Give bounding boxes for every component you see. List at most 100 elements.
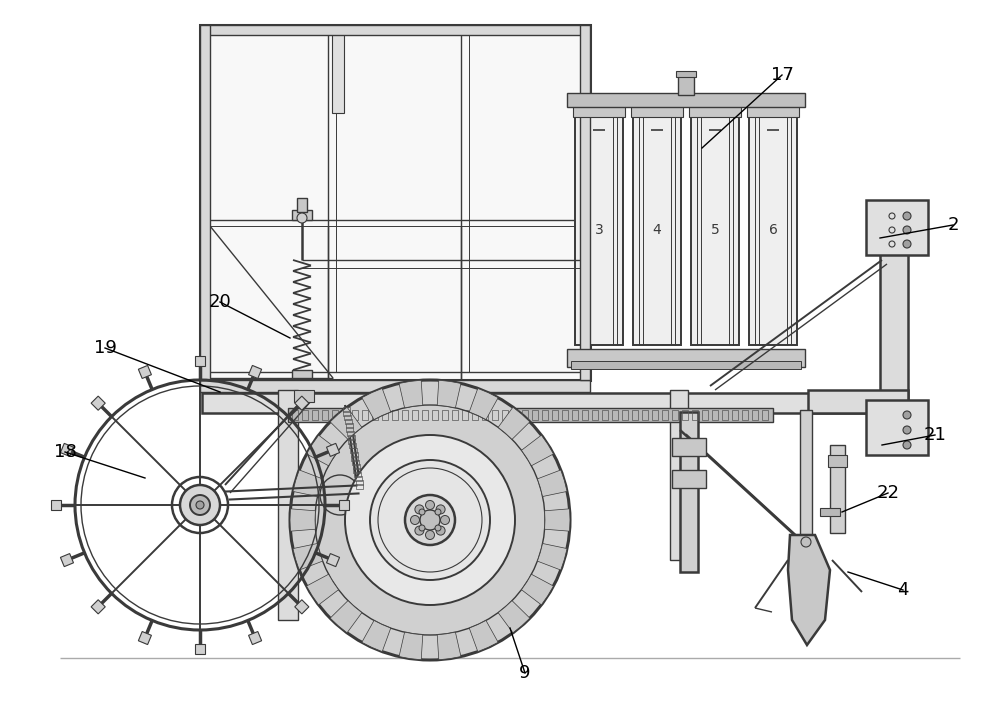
Bar [354,472,361,477]
Circle shape [290,380,570,660]
Polygon shape [399,380,423,408]
Circle shape [405,495,455,545]
Bar [352,410,358,420]
Polygon shape [537,470,567,496]
Text: 20: 20 [209,293,231,311]
Bar [828,455,847,467]
Text: 17: 17 [771,66,793,84]
Text: 21: 21 [924,426,946,444]
Bar [292,370,312,378]
Bar [808,390,908,413]
Bar [820,508,840,516]
Bar [575,115,623,345]
Bar [292,210,312,220]
Bar [749,115,797,345]
Bar [532,410,538,420]
Circle shape [411,515,420,524]
Bar [350,448,357,453]
Bar [322,410,328,420]
Bar [362,410,368,420]
Bar [297,198,307,212]
Bar [342,410,348,420]
Bar [200,25,590,35]
Bar [344,415,351,420]
Bar [352,460,359,465]
Bar [278,390,298,620]
Polygon shape [521,574,553,605]
Polygon shape [498,601,530,633]
Circle shape [297,213,307,223]
Polygon shape [330,601,362,633]
Bar [200,25,590,380]
Bar [672,470,706,488]
Bar [692,410,698,420]
Text: 4: 4 [653,223,661,237]
Bar [702,410,708,420]
Bar [348,436,355,441]
Bar [642,410,648,420]
Polygon shape [498,407,530,439]
Circle shape [420,510,440,530]
Circle shape [196,501,204,509]
Bar [200,380,590,392]
Bar [412,410,418,420]
Polygon shape [339,500,349,510]
Bar [866,200,928,255]
Text: 4: 4 [897,581,909,599]
Bar [512,410,518,420]
Bar [332,33,344,113]
Bar [676,71,696,77]
Polygon shape [295,396,309,410]
Bar [712,410,718,420]
Bar [632,410,638,420]
Bar [573,105,625,117]
Bar [678,73,694,95]
Bar [355,476,362,481]
Text: 19: 19 [94,339,116,357]
Bar [292,410,298,420]
Polygon shape [60,444,73,456]
Polygon shape [195,356,205,366]
Bar [502,410,508,420]
Polygon shape [521,435,553,466]
Polygon shape [138,365,151,379]
Bar [382,410,388,420]
Bar [462,410,468,420]
Circle shape [903,240,911,248]
Polygon shape [290,509,315,532]
Polygon shape [545,509,570,532]
Text: 9: 9 [519,664,531,682]
Bar [542,410,548,420]
Bar [332,410,338,420]
Bar [346,423,353,428]
Circle shape [903,411,911,419]
Bar [652,410,658,420]
Bar [562,410,568,420]
Bar [689,105,741,117]
Circle shape [801,537,811,547]
Bar [571,361,801,369]
Bar [633,115,681,345]
Text: 5: 5 [711,223,719,237]
Circle shape [180,485,220,525]
Circle shape [415,505,424,514]
Polygon shape [788,535,830,645]
Bar [762,410,768,420]
Circle shape [435,509,441,515]
Polygon shape [249,365,262,379]
Bar [800,410,812,540]
Polygon shape [469,620,498,652]
Text: 2: 2 [947,216,959,234]
Bar [442,410,448,420]
Bar [670,390,688,560]
Text: 22: 22 [876,484,900,502]
Bar [631,105,683,117]
Bar [346,427,353,432]
Bar [351,451,358,456]
Bar [343,407,350,413]
Bar [866,400,928,455]
Circle shape [415,526,424,535]
Bar [200,25,210,380]
Polygon shape [437,632,461,660]
Circle shape [435,525,441,531]
